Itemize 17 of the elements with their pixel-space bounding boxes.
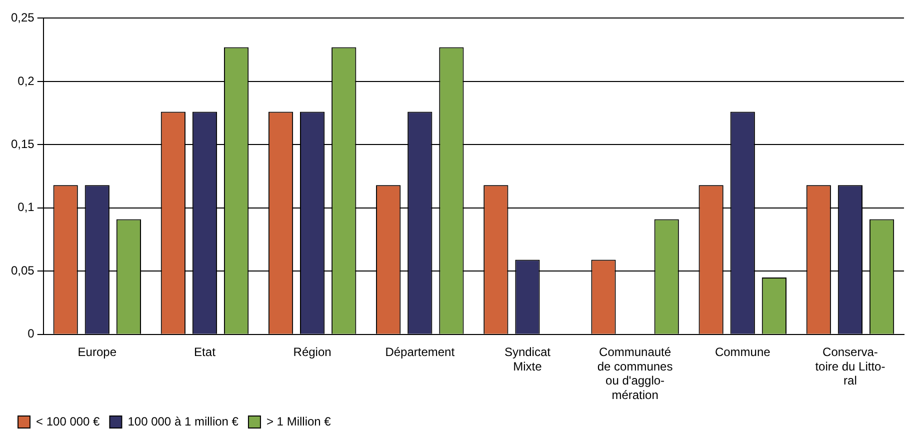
y-tick-label: 0,2 [18, 74, 35, 88]
y-tick-label: 0,15 [10, 136, 35, 151]
y-tick-label: 0 [28, 326, 35, 341]
y-tick-label: 0,25 [10, 10, 35, 25]
x-tick-label: Syndicat Mixte [504, 344, 552, 374]
x-tick-label: Département [385, 344, 456, 359]
x-tick-label: Conserva- toire du Litto- ral [815, 344, 886, 388]
x-tick-label: Etat [194, 344, 216, 359]
x-tick-label: Communauté de communes ou d'agglo- mération [597, 344, 673, 402]
x-tick-label: Commune [714, 344, 771, 359]
x-tick-label: Région [293, 344, 332, 359]
legend-label: > 1 Million € [266, 414, 332, 428]
y-tick-label: 0,1 [18, 200, 35, 214]
legend-label: < 100 000 € [36, 414, 100, 428]
legend-label: 100 000 à 1 million € [128, 414, 239, 428]
x-tick-label: Europe [78, 344, 117, 359]
y-tick-label: 0,05 [10, 263, 35, 278]
